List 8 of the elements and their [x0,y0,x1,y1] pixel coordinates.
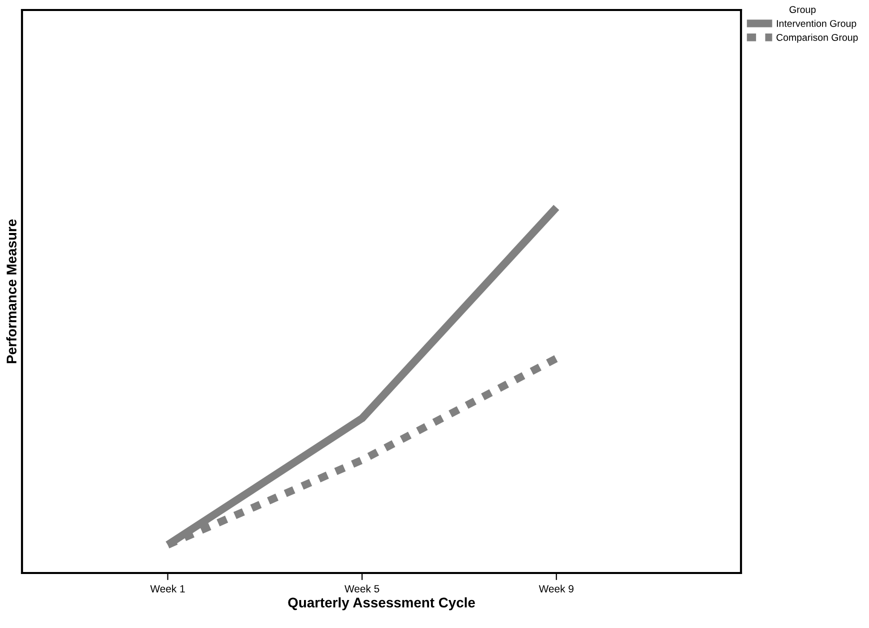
legend-label: Comparison Group [776,34,858,43]
legend-label: Intervention Group [776,20,856,29]
x-tick-label: Week 5 [344,584,380,592]
x-tick-label: Week 9 [538,584,574,592]
y-axis-title: Performance Measure [6,219,16,364]
x-tick-label: Week 1 [150,584,185,592]
x-axis-title: Quarterly Assessment Cycle [288,597,475,610]
legend-title: Group [790,6,816,15]
